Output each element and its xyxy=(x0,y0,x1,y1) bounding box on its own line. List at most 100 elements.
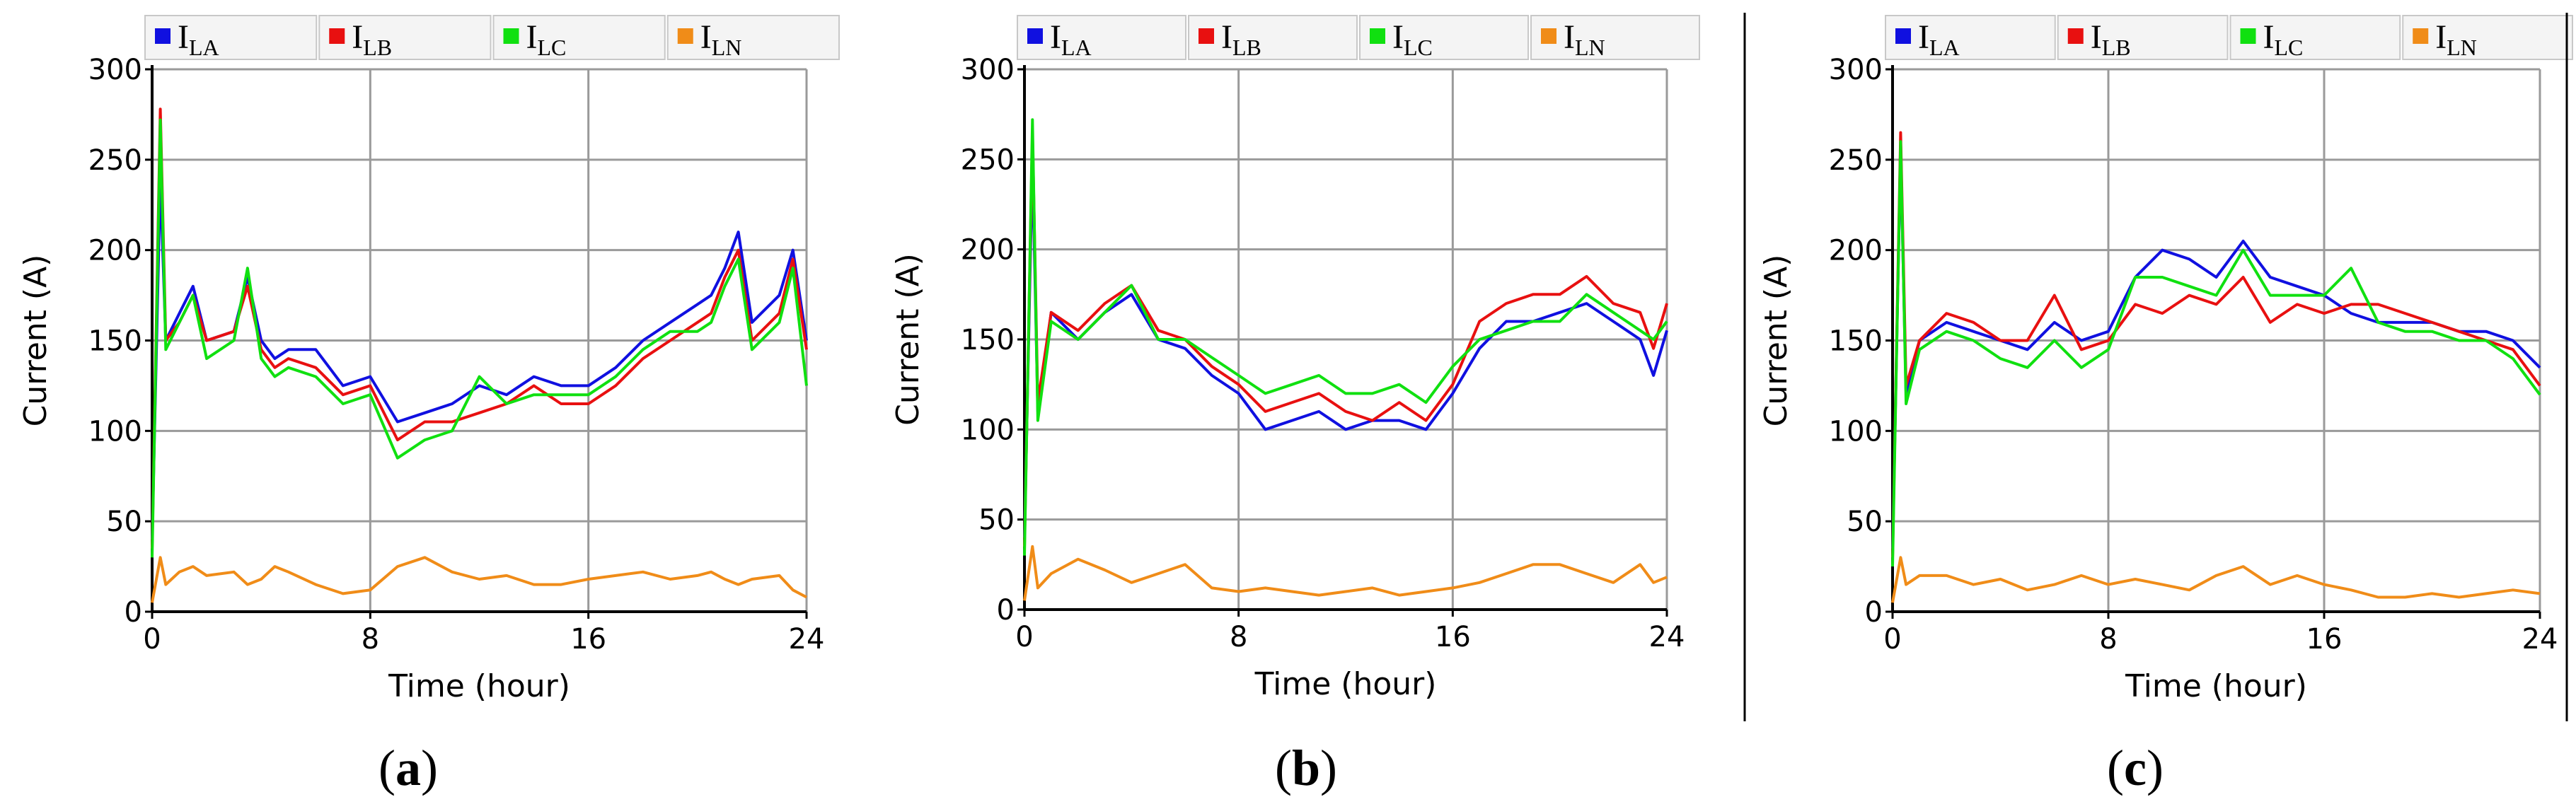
legend-label-subscript: LC xyxy=(1404,35,1433,60)
legend-swatch xyxy=(2240,28,2256,44)
legend-label-subscript: LN xyxy=(2447,35,2477,60)
series-line-ln xyxy=(151,556,807,603)
legend-tab xyxy=(2229,15,2401,60)
y-axis-title: Current (A) xyxy=(1758,255,1794,427)
x-tick-label: 16 xyxy=(570,623,606,656)
legend-swatch xyxy=(1199,28,1214,44)
y-tick-label: 0 xyxy=(1865,596,1883,629)
series-line-lb xyxy=(1023,131,1668,547)
legend-swatch xyxy=(1027,28,1043,44)
series-line-lc xyxy=(1891,140,2541,567)
x-tick-label: 16 xyxy=(1435,621,1471,653)
legend-item-la: ILA xyxy=(1017,15,1186,60)
legend-label: ILA xyxy=(1918,18,1960,60)
y-tick-label: 50 xyxy=(978,504,1015,537)
y-tick-label: 200 xyxy=(961,234,1015,267)
x-axis-title: Time (hour) xyxy=(1254,666,1437,702)
chart-panels: 0 50 100 150 200 250 300 0 8 16 24 Time (hour) Curre… xyxy=(18,15,2573,796)
legend-label-subscript: LA xyxy=(1929,35,1960,60)
legend-item-lb: ILB xyxy=(2057,15,2229,60)
legend-item-ln: ILN xyxy=(666,15,840,60)
y-tick-label: 250 xyxy=(961,144,1015,176)
y-tick-label: 0 xyxy=(997,594,1015,627)
legend-item-ln: ILN xyxy=(2402,15,2573,60)
y-tick-label: 300 xyxy=(88,54,142,86)
y-axis-title: Current (A) xyxy=(18,255,54,427)
panel-caption: (b) xyxy=(1275,740,1337,796)
y-tick-label: 100 xyxy=(88,415,142,448)
legend-label: ILB xyxy=(352,18,392,60)
y-tick-label: 150 xyxy=(961,324,1015,356)
x-tick-label: 8 xyxy=(362,623,379,656)
legend-label: ILN xyxy=(700,18,742,60)
legend-item-ln: ILN xyxy=(1530,15,1700,60)
x-axis-title: Time (hour) xyxy=(388,668,570,704)
legend-swatch xyxy=(329,28,345,44)
y-tick-label: 300 xyxy=(1829,54,1883,86)
y-tick-label: 150 xyxy=(88,325,142,358)
legend-tab xyxy=(318,15,492,60)
y-tick-label: 250 xyxy=(88,144,142,177)
legend-tab xyxy=(2402,15,2573,60)
x-tick-label: 8 xyxy=(2099,623,2117,656)
legend-label: ILC xyxy=(526,18,567,60)
legend-swatch xyxy=(2067,28,2084,44)
series-line-lb xyxy=(1891,131,2541,558)
legend-swatch xyxy=(1541,28,1556,44)
y-tick-label: 200 xyxy=(88,235,142,267)
legend-label-subscript: LN xyxy=(1575,35,1605,60)
x-tick-label: 24 xyxy=(2522,623,2558,656)
legend-label-subscript: LA xyxy=(189,35,219,60)
y-tick-label: 100 xyxy=(1829,415,1883,448)
y-tick-label: 300 xyxy=(961,54,1015,86)
legend-label-subscript: LB xyxy=(1232,35,1261,60)
legend-label-subscript: LB xyxy=(363,35,392,60)
legend-swatch xyxy=(2413,28,2429,44)
legend-label: ILC xyxy=(1392,18,1433,60)
legend-swatch xyxy=(503,28,519,44)
legend-item-lb: ILB xyxy=(318,15,492,60)
panel-caption: (a) xyxy=(379,740,438,796)
series-line-la xyxy=(1891,149,2541,549)
legend-label: ILB xyxy=(1221,18,1261,60)
legend-item-lc: ILC xyxy=(492,15,666,60)
legend-tab xyxy=(1530,15,1700,60)
legend-tab xyxy=(1359,15,1529,60)
legend-label: ILN xyxy=(2435,18,2477,60)
x-axis-title: Time (hour) xyxy=(2125,668,2307,704)
legend-item-lc: ILC xyxy=(1359,15,1529,60)
legend-swatch xyxy=(677,28,693,44)
legend-label-main: I xyxy=(2263,18,2275,56)
panel-caption-letter: b xyxy=(1292,740,1320,796)
legend-label-main: I xyxy=(1392,18,1404,56)
legend-label-main: I xyxy=(2091,18,2102,56)
legend-label-subscript: LB xyxy=(2102,35,2131,60)
y-tick-label: 250 xyxy=(1829,144,1883,177)
legend-label-main: I xyxy=(2435,18,2447,56)
series-line-lc xyxy=(151,118,808,558)
panel-caption-letter: a xyxy=(395,740,421,796)
x-tick-label: 24 xyxy=(1649,621,1685,653)
legend-label-main: I xyxy=(700,18,712,56)
legend-item-la: ILA xyxy=(144,15,318,60)
chart-panel-b: 0 50 100 150 200 250 300 0 8 16 24 Time (hour) Curre… xyxy=(890,15,1700,796)
y-tick-label: 50 xyxy=(106,506,142,538)
legend-label: ILC xyxy=(2263,18,2304,60)
y-tick-label: 100 xyxy=(961,414,1015,446)
legend-label-main: I xyxy=(352,18,363,56)
legend-label: ILN xyxy=(1564,18,1605,60)
legend-tab xyxy=(1017,15,1186,60)
y-tick-label: 50 xyxy=(1847,506,1883,538)
legend-label-main: I xyxy=(178,18,189,56)
chart-panel-a: 0 50 100 150 200 250 300 0 8 16 24 Time (hour) Curre… xyxy=(18,15,840,796)
legend-tab xyxy=(144,15,318,60)
legend-label-subscript: LC xyxy=(2274,35,2303,60)
x-tick-label: 0 xyxy=(1883,623,1901,656)
legend-tab xyxy=(666,15,840,60)
legend-label-subscript: LC xyxy=(537,35,566,60)
legend-label-main: I xyxy=(1564,18,1575,56)
y-tick-label: 150 xyxy=(1829,325,1883,358)
x-tick-label: 24 xyxy=(789,623,825,656)
chart-panel-c: 0 50 100 150 200 250 300 0 8 16 24 Time (hour) Curre… xyxy=(1758,15,2573,796)
